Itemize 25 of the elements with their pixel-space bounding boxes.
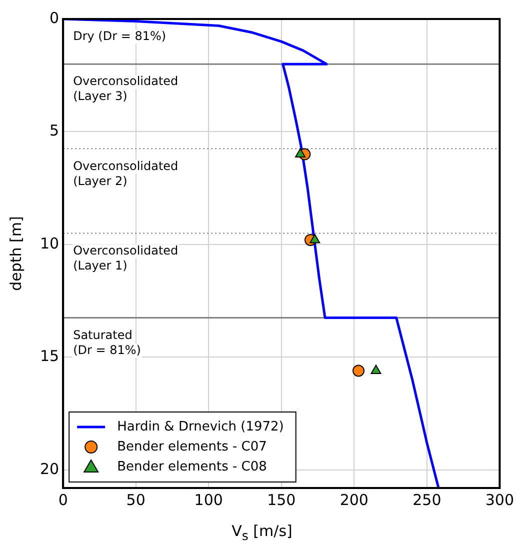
legend-label: Hardin & Drnevich (1972) — [117, 419, 284, 434]
y-tick-label: 0 — [50, 8, 60, 27]
point — [310, 234, 320, 244]
y-tick-label: 10 — [40, 234, 60, 252]
point — [352, 364, 365, 377]
x-tick-label: 100 — [194, 490, 223, 509]
legend-label: Bender elements - C07 — [117, 439, 267, 454]
annotation: Overconsolidated (Layer 1) — [73, 243, 178, 272]
annotation: Overconsolidated (Layer 3) — [73, 74, 178, 104]
annotation: Overconsolidated (Layer 2) — [73, 158, 178, 188]
y-tick-label: 15 — [40, 347, 60, 366]
y-tick-label: 5 — [50, 122, 60, 140]
point — [295, 148, 306, 158]
x-tick-label: 300 — [485, 490, 514, 509]
annotation: Dry (Dr = 81%) — [73, 29, 166, 44]
x-tick-label: 200 — [340, 490, 368, 509]
x-tick-label: 50 — [126, 490, 146, 509]
annotation: Saturated (Dr = 81%) — [73, 328, 141, 357]
legend-label: Bender elements - C08 — [117, 459, 267, 474]
x-tick-label: 250 — [412, 490, 442, 509]
x-axis-title: V$_{s}$ [m/s] — [230, 522, 294, 543]
y-tick-label: 20 — [40, 460, 60, 478]
x-tick-label: 150 — [267, 490, 296, 509]
y-axis-title: depth [m] — [6, 216, 25, 291]
point — [370, 364, 382, 374]
